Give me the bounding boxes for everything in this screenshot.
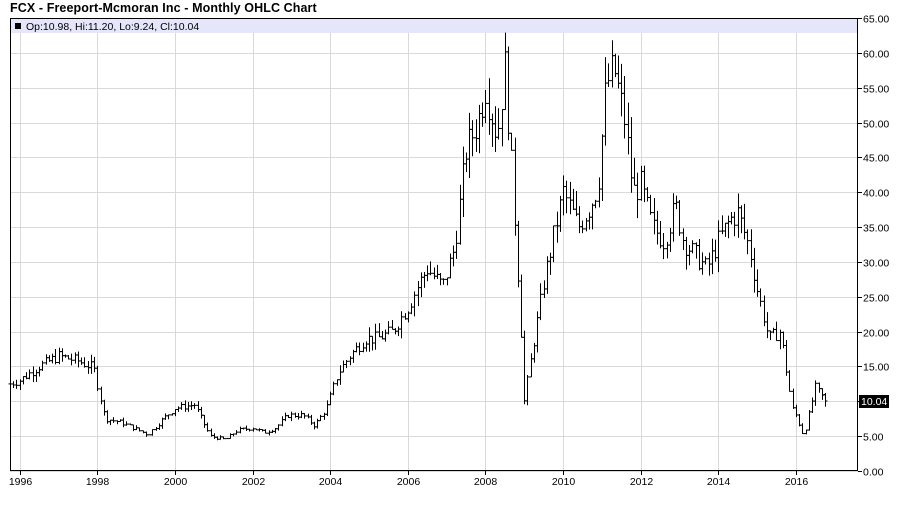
ohlc-bar: [690, 240, 695, 254]
ohlc-bar: [551, 225, 556, 263]
x-tick-label: 2004: [319, 476, 343, 488]
x-axis: 1996 1998 2000 2002 2004 2006 2008 2010 2012 2014…: [9, 471, 809, 488]
ohlc-bar: [205, 422, 210, 432]
ohlc-bar: [732, 211, 737, 237]
ohlc-bar: [289, 411, 294, 422]
plot-background: [10, 18, 858, 471]
legend-band: [11, 19, 857, 33]
ohlc-bar: [386, 321, 391, 335]
ohlc-bar: [192, 403, 197, 409]
y-tick-label: 5.00: [863, 432, 884, 444]
ohlc-bar: [373, 323, 378, 350]
y-tick-label: 55.00: [863, 84, 889, 96]
y-axis: 0.005.0010.0015.0020.0025.0030.0035.0040…: [858, 14, 889, 479]
y-tick-label: 40.00: [863, 188, 889, 200]
x-tick-label: 2010: [552, 476, 576, 488]
ohlc-bar: [483, 90, 488, 124]
ohlc-bar: [564, 180, 569, 214]
y-tick-label: 25.00: [863, 293, 889, 305]
plot-border: [10, 18, 858, 471]
ohlc-bar: [276, 424, 281, 431]
ohlc-bar: [357, 342, 362, 356]
ohlc-bar: [800, 423, 805, 435]
x-tick-label: 2016: [785, 476, 809, 488]
ohlc-bar: [441, 278, 446, 285]
ohlc-bar: [14, 379, 19, 389]
ohlc-bar: [820, 388, 825, 400]
ohlc-bar: [813, 380, 818, 406]
ohlc-bar: [745, 229, 750, 255]
grid-lines: [10, 18, 858, 472]
ohlc-bar: [622, 75, 627, 139]
y-tick-label: 35.00: [863, 223, 889, 235]
ohlc-bar: [331, 381, 336, 396]
ohlc-bar: [412, 291, 417, 317]
last-price-label: 10.04: [861, 396, 887, 408]
ohlc-bar: [428, 261, 433, 276]
ohlc-bar: [344, 360, 349, 369]
ohlc-bar: [82, 357, 87, 368]
ohlc-bar: [69, 353, 74, 366]
ohlc-bar: [399, 311, 404, 339]
y-tick-label: 30.00: [863, 258, 889, 270]
ohlc-bar: [166, 414, 171, 420]
ohlc-bar: [95, 365, 100, 391]
ohlc-bar: [787, 370, 792, 392]
x-tick-label: 2012: [630, 476, 654, 488]
ohlc-bar: [538, 283, 543, 321]
x-tick-label: 2002: [242, 476, 266, 488]
y-tick-label: 0.00: [863, 467, 884, 479]
ohlc-bar: [53, 349, 58, 365]
ohlc-bar: [703, 256, 708, 265]
x-tick-label: 2008: [474, 476, 498, 488]
ohlc-bar: [496, 108, 501, 140]
x-tick-label: 2000: [164, 476, 188, 488]
ohlc-bar: [318, 414, 323, 422]
ohlc-bar: [661, 232, 666, 260]
ohlc-bar: [150, 429, 155, 436]
y-tick-label: 45.00: [863, 153, 889, 165]
ohlc-bar: [823, 392, 828, 407]
ohlc-bar: [247, 428, 252, 432]
x-tick-label: 1996: [9, 476, 33, 488]
ohlc-bar: [716, 220, 721, 273]
ohlc-bar: [40, 360, 45, 371]
ohlc-bar: [677, 199, 682, 236]
ohlc-bar: [470, 120, 475, 157]
last-price-tag: [859, 395, 889, 408]
ohlc-bar: [124, 421, 129, 426]
legend-swatch: [15, 23, 21, 29]
y-tick-label: 65.00: [863, 14, 889, 26]
ohlc-bar: [302, 413, 307, 419]
y-tick-label: 20.00: [863, 328, 889, 340]
ohlc-bar: [774, 321, 779, 342]
ohlc-bar: [648, 194, 653, 215]
ohlc-bar: [137, 427, 142, 432]
ohlc-bar: [179, 402, 184, 410]
y-tick-label: 60.00: [863, 49, 889, 61]
ohlc-bar: [111, 417, 116, 423]
ohlc-bar: [593, 199, 598, 209]
ohlc-bar: [606, 63, 611, 88]
ohlc-bar: [580, 220, 585, 234]
x-tick-label: 2014: [707, 476, 731, 488]
y-tick-label: 50.00: [863, 119, 889, 131]
ohlc-bars: [8, 32, 828, 441]
ohlc-bar: [509, 132, 514, 151]
ohlc-bar: [234, 430, 239, 435]
ohlc-bar: [758, 288, 763, 307]
y-tick-label: 15.00: [863, 362, 889, 374]
ohlc-legend: Op:10.98, Hi:11.20, Lo:9.24, Cl:10.04: [26, 21, 199, 33]
ohlc-bar: [635, 172, 640, 219]
chart-title: FCX - Freeport-Mcmoran Inc - Monthly OHL…: [10, 1, 317, 15]
ohlc-bar: [27, 369, 32, 380]
x-tick-label: 1998: [86, 476, 110, 488]
ohlc-bar: [221, 436, 226, 440]
ohlc-bar: [454, 230, 459, 259]
ohlc-bar: [525, 374, 530, 406]
x-tick-label: 2006: [397, 476, 421, 488]
ohlc-bar: [263, 429, 268, 434]
